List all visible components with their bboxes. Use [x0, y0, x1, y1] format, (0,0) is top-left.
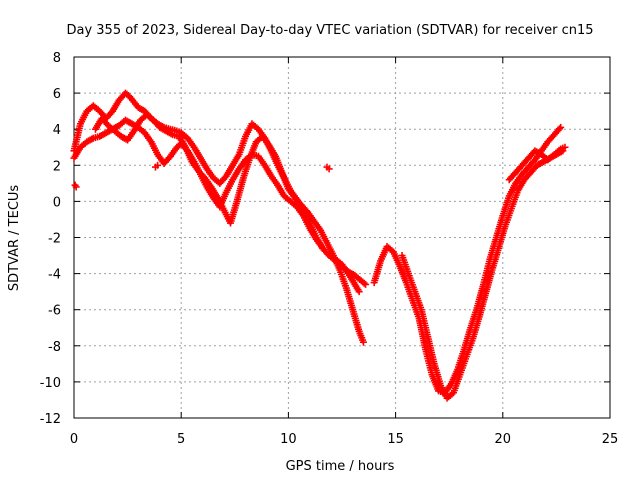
data-point: [555, 125, 563, 133]
x-tick-label: 20: [495, 432, 512, 447]
y-tick-label: 2: [53, 159, 61, 174]
y-tick-label: 0: [53, 195, 61, 210]
chart-title: Day 355 of 2023, Sidereal Day-to-day VTE…: [66, 23, 593, 38]
data-point: [72, 183, 80, 191]
y-tick-label: 4: [53, 123, 61, 138]
y-tick-label: 6: [53, 87, 61, 102]
y-tick-label: -12: [40, 412, 61, 427]
y-tick-label: -6: [48, 304, 61, 319]
data-point: [154, 161, 162, 169]
y-tick-label: -8: [48, 340, 61, 355]
data-point: [557, 123, 565, 131]
data-points: [70, 89, 569, 402]
axis-ticks: 0 5 10 15 20 25 -12 -10 -8 -6 -4 -2 0 2 4 6 8: [40, 51, 619, 447]
x-tick-label: 15: [387, 432, 404, 447]
y-tick-label: -10: [40, 376, 61, 391]
x-tick-label: 5: [177, 432, 185, 447]
y-tick-label: -4: [48, 268, 61, 283]
y-axis-label: SDTVAR / TECUs: [7, 185, 22, 292]
x-tick-label: 0: [70, 432, 78, 447]
data-point: [362, 280, 370, 288]
data-point: [561, 143, 569, 151]
data-point: [360, 279, 368, 287]
data-point: [359, 338, 367, 346]
y-tick-label: -2: [48, 232, 61, 247]
x-tick-label: 10: [280, 432, 297, 447]
data-point: [325, 165, 333, 173]
x-axis-label: GPS time / hours: [286, 459, 395, 474]
y-tick-label: 8: [53, 51, 61, 66]
data-point: [355, 288, 363, 296]
x-tick-label: 25: [602, 432, 619, 447]
grid: [74, 57, 610, 418]
